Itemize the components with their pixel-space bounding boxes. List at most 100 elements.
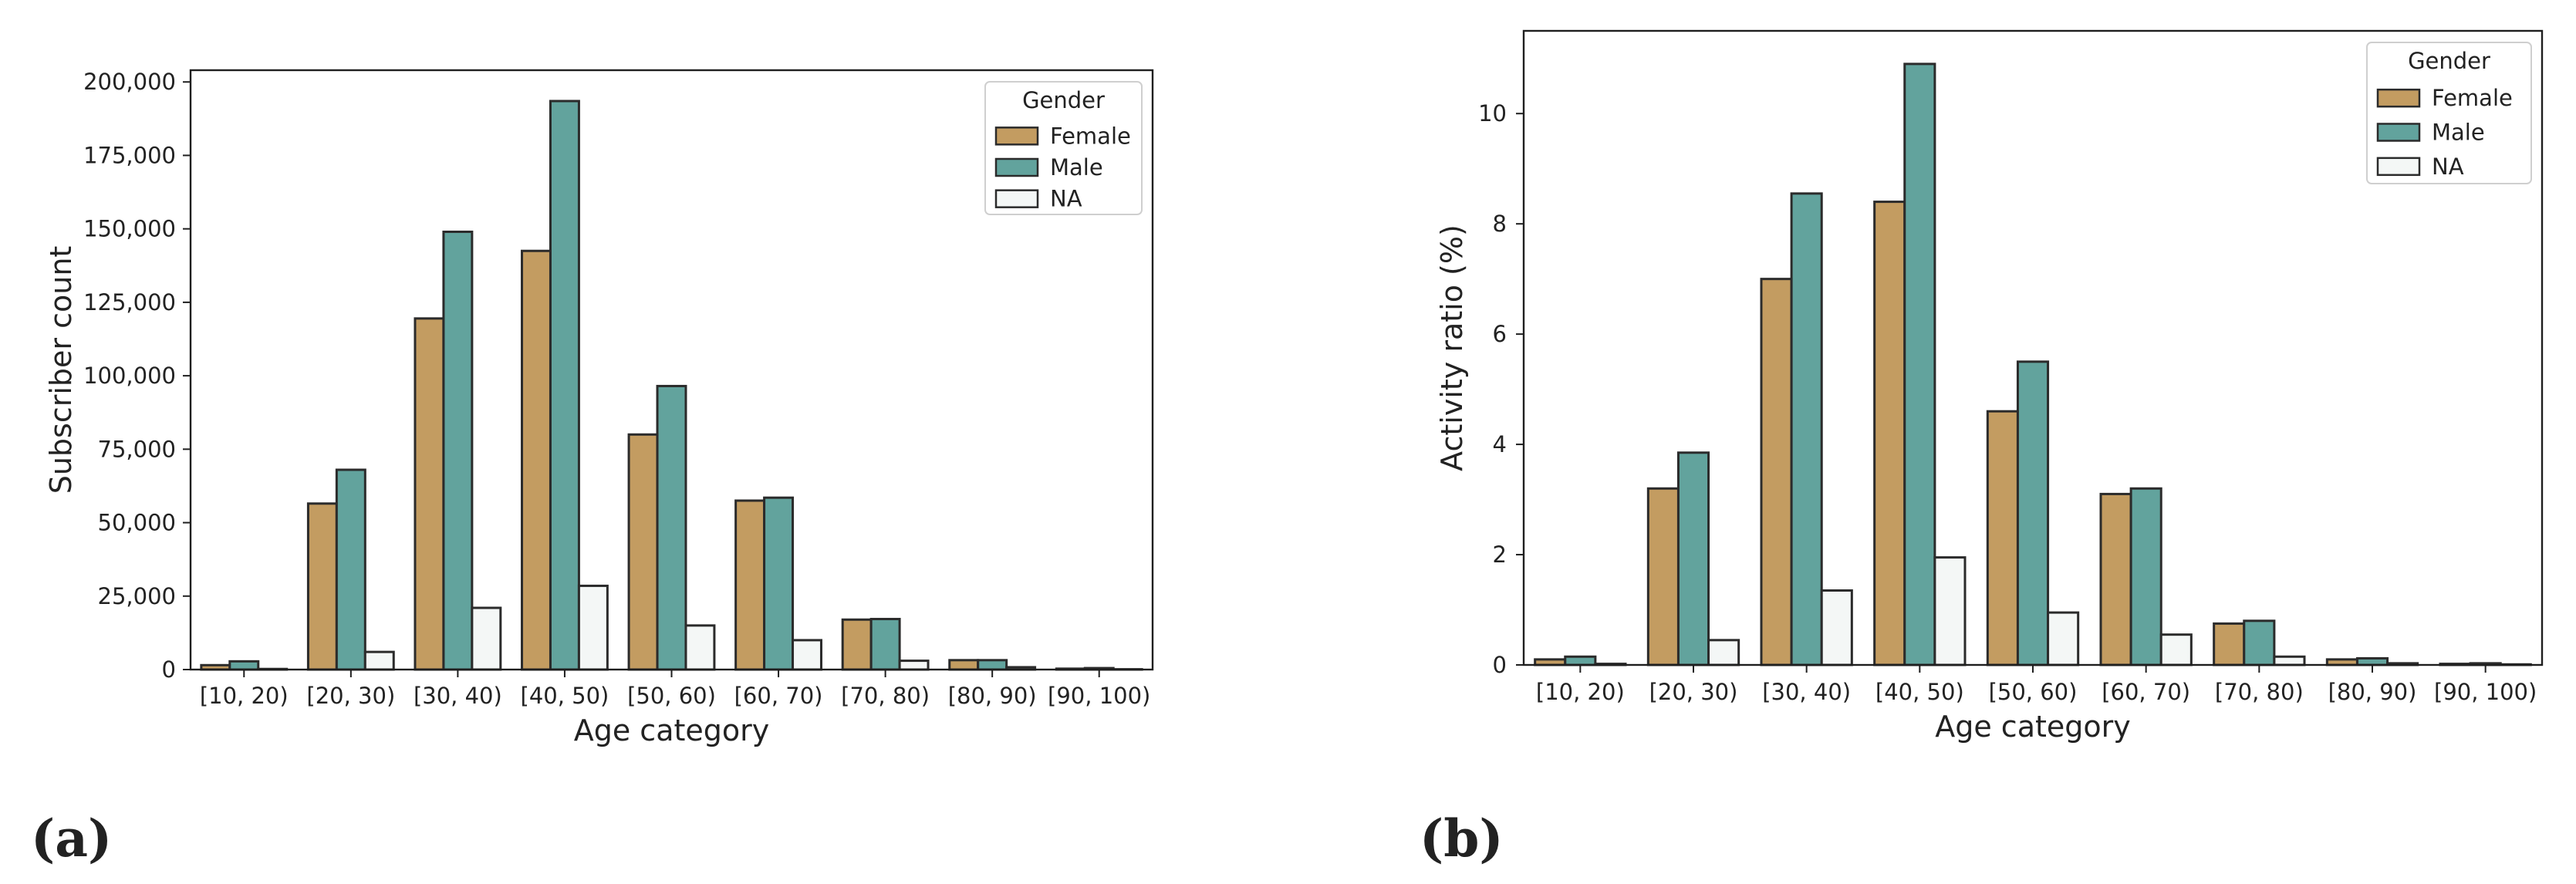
legend: Gender Female Male NA <box>2366 42 2532 184</box>
x-tick-label: [30, 40) <box>414 683 502 709</box>
bar-na-2 <box>471 606 502 671</box>
y-tick-label: 150,000 <box>83 216 176 242</box>
bar-female-6 <box>841 618 873 671</box>
bar-na-6 <box>898 660 930 671</box>
x-tick-label: [50, 60) <box>1989 679 2078 705</box>
y-tick-label: 175,000 <box>83 142 176 168</box>
bar-na-5 <box>2159 633 2193 666</box>
x-tick-label: [90, 100) <box>2434 679 2537 705</box>
legend-swatch-female <box>994 127 1039 146</box>
x-tick-label: [70, 80) <box>2215 679 2304 705</box>
y-tick-label: 75,000 <box>98 436 176 462</box>
bar-female-1 <box>1646 487 1680 666</box>
bar-na-1 <box>363 650 395 671</box>
legend-title: Gender <box>1022 87 1105 113</box>
bar-female-1 <box>306 502 338 671</box>
x-tick-label: [20, 30) <box>1649 679 1738 705</box>
bar-na-1 <box>1707 639 1740 666</box>
bar-female-5 <box>734 499 766 671</box>
x-tick-label: [60, 70) <box>2102 679 2190 705</box>
bar-male-5 <box>2129 487 2162 666</box>
x-tick-label: [10, 20) <box>1536 679 1625 705</box>
legend-swatch-na <box>2376 157 2421 177</box>
legend: Gender Female Male NA <box>984 81 1143 215</box>
bar-na-4 <box>2047 611 2080 666</box>
bar-na-3 <box>1933 556 1967 666</box>
x-tick-label: [80, 90) <box>2328 679 2417 705</box>
bar-male-7 <box>2355 656 2389 666</box>
bar-female-4 <box>1986 410 2019 666</box>
bar-male-1 <box>335 468 366 671</box>
bar-female-4 <box>627 433 659 671</box>
bar-male-3 <box>1903 62 1936 666</box>
chart-panel-a: 0 25,000 50,000 75,000 100,000 125,000 150,000… <box>31 69 1154 869</box>
legend-box <box>984 81 1143 215</box>
legend-swatch-male <box>994 157 1039 177</box>
x-tick-label: [40, 50) <box>521 683 609 709</box>
bar-female-5 <box>2099 492 2132 666</box>
chart-panel-b: 0 2 4 6 8 10 [10, 20) [20, 30) [30, 40) [40, 50) [… <box>1420 29 2544 869</box>
x-tick-label: [70, 80) <box>841 683 930 709</box>
x-tick-label: [10, 20) <box>200 683 289 709</box>
y-tick-label: 8 <box>1493 211 1507 237</box>
bar-male-3 <box>549 100 580 671</box>
legend-label-na: NA <box>1050 186 1082 212</box>
y-tick-label: 6 <box>1493 321 1507 347</box>
y-axis-label: Activity ratio (%) <box>1435 224 1469 471</box>
legend-label-male: Male <box>1050 154 1103 181</box>
bar-male-5 <box>763 496 795 671</box>
bar-female-3 <box>1873 201 1906 666</box>
panel-label: (a) <box>31 808 112 869</box>
legend-label-female: Female <box>2432 85 2513 111</box>
bar-male-1 <box>1676 451 1710 666</box>
bar-na-5 <box>792 639 822 671</box>
legend-box <box>2366 42 2532 184</box>
x-axis-label: Age category <box>574 714 770 747</box>
y-tick-label: 2 <box>1493 542 1507 568</box>
y-tick-label: 0 <box>162 656 176 683</box>
bar-na-3 <box>577 584 609 671</box>
bar-female-2 <box>414 317 445 671</box>
x-tick-label: [20, 30) <box>306 683 395 709</box>
bar-male-2 <box>442 230 474 671</box>
legend-swatch-male <box>2376 123 2421 142</box>
bar-na-4 <box>684 624 716 671</box>
y-axis-label: Subscriber count <box>44 246 78 494</box>
legend-label-male: Male <box>2432 120 2485 146</box>
x-tick-label: [90, 100) <box>1048 683 1150 709</box>
bar-male-0 <box>1564 655 1597 666</box>
bar-female-7 <box>948 659 980 671</box>
y-tick-label: 25,000 <box>98 583 176 609</box>
bar-male-2 <box>1790 192 1823 666</box>
legend-swatch-female <box>2376 88 2421 108</box>
x-tick-label: [80, 90) <box>948 683 1037 709</box>
y-tick-label: 50,000 <box>98 510 176 536</box>
legend-label-female: Female <box>1050 123 1131 149</box>
bar-male-7 <box>977 659 1008 671</box>
y-tick-label: 200,000 <box>83 69 176 95</box>
x-tick-label: [30, 40) <box>1762 679 1851 705</box>
legend-label-na: NA <box>2432 154 2464 180</box>
legend-swatch-na <box>994 189 1039 208</box>
bar-female-2 <box>1760 278 1793 666</box>
x-axis-label: Age category <box>1935 710 2131 744</box>
bar-female-6 <box>2213 622 2246 666</box>
bar-male-6 <box>869 617 901 671</box>
bar-female-3 <box>521 249 552 671</box>
y-tick-label: 100,000 <box>83 363 176 389</box>
x-tick-label: [60, 70) <box>734 683 823 709</box>
bar-male-4 <box>656 384 687 671</box>
bar-male-6 <box>2243 619 2276 666</box>
bar-male-4 <box>2016 360 2050 666</box>
y-tick-label: 0 <box>1493 652 1507 678</box>
x-tick-label: [50, 60) <box>627 683 716 709</box>
y-tick-label: 4 <box>1493 431 1507 457</box>
bar-na-6 <box>2273 655 2306 666</box>
panel-label: (b) <box>1420 808 1504 869</box>
bar-na-2 <box>1820 589 1853 666</box>
y-tick-label: 10 <box>1478 100 1507 127</box>
x-tick-label: [40, 50) <box>1875 679 1964 705</box>
bar-male-0 <box>228 660 260 671</box>
y-tick-label: 125,000 <box>83 289 176 315</box>
